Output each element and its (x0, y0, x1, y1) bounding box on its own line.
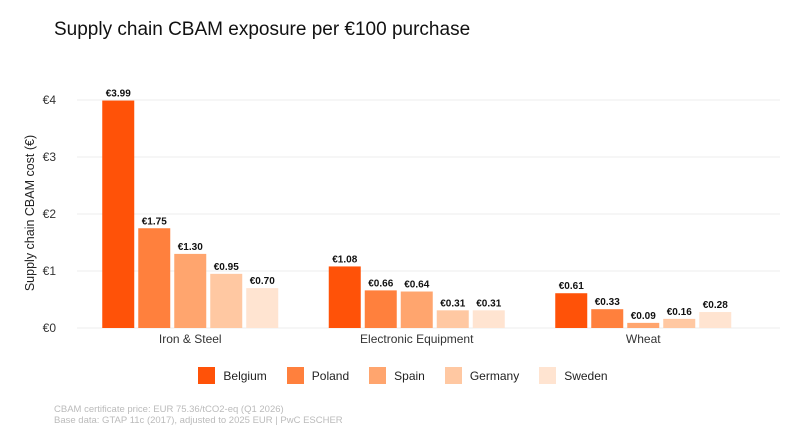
y-tick-label: €4 (43, 93, 57, 107)
bar-belgium (555, 293, 588, 328)
legend: Belgium Poland Spain Germany Sweden (0, 367, 800, 384)
y-tick-label: €1 (43, 264, 57, 278)
data-label: €3.99 (106, 89, 131, 100)
legend-label: Sweden (564, 368, 608, 383)
data-label: €0.31 (440, 298, 465, 309)
bar-poland (138, 228, 171, 328)
bar-belgium (102, 100, 135, 328)
y-tick-label: €2 (43, 207, 57, 221)
data-label: €0.09 (631, 311, 656, 322)
data-label: €0.61 (559, 281, 584, 292)
legend-label: Germany (469, 368, 520, 383)
bar-poland (364, 290, 397, 328)
data-label: €0.33 (595, 297, 620, 308)
bar-poland (591, 309, 624, 328)
chart-title: Supply chain CBAM exposure per €100 purc… (54, 19, 471, 40)
legend-label: Belgium (223, 368, 267, 383)
bar-spain (400, 291, 433, 328)
bar-sweden (699, 312, 732, 328)
bar-germany (436, 310, 469, 328)
bar-spain (174, 253, 207, 328)
legend-item-germany: Germany (444, 367, 520, 384)
data-label: €0.64 (404, 280, 429, 291)
data-label: €0.16 (667, 307, 692, 318)
y-tick-label: €3 (43, 150, 57, 164)
bar-germany (210, 273, 243, 328)
data-label: €0.70 (250, 276, 275, 287)
data-label: €1.75 (142, 216, 167, 227)
data-label: €0.66 (368, 278, 393, 289)
data-label: €0.31 (476, 298, 501, 309)
data-label: €0.95 (214, 262, 239, 273)
legend-item-sweden: Sweden (539, 367, 608, 384)
bar-sweden (472, 310, 505, 328)
bar-germany (663, 318, 696, 328)
data-label: €1.08 (332, 254, 357, 265)
legend-item-belgium: Belgium (198, 367, 267, 384)
data-label: €1.30 (178, 242, 203, 253)
legend-swatch (198, 367, 216, 384)
footer-line-1: CBAM certificate price: EUR 75.36/tCO2-e… (54, 404, 284, 415)
footer-note: CBAM certificate price: EUR 75.36/tCO2-e… (54, 404, 343, 426)
legend-swatch (444, 367, 462, 384)
legend-item-poland: Poland (286, 367, 350, 384)
legend-swatch (539, 367, 557, 384)
legend-item-spain: Spain (369, 367, 425, 384)
bar-spain (627, 322, 660, 328)
x-tick-label: Electronic Equipment (360, 332, 474, 346)
legend-label: Spain (394, 368, 425, 383)
bar-belgium (328, 266, 361, 328)
y-tick-label: €0 (43, 321, 57, 335)
footer-line-2: Base data: GTAP 11c (2017), adjusted to … (54, 415, 343, 426)
bar-sweden (246, 288, 279, 328)
x-tick-label: Wheat (626, 332, 661, 346)
legend-swatch (369, 367, 387, 384)
data-label: €0.28 (703, 300, 728, 311)
legend-label: Poland (311, 368, 350, 383)
x-tick-label: Iron & Steel (159, 332, 222, 346)
legend-swatch (286, 367, 304, 384)
